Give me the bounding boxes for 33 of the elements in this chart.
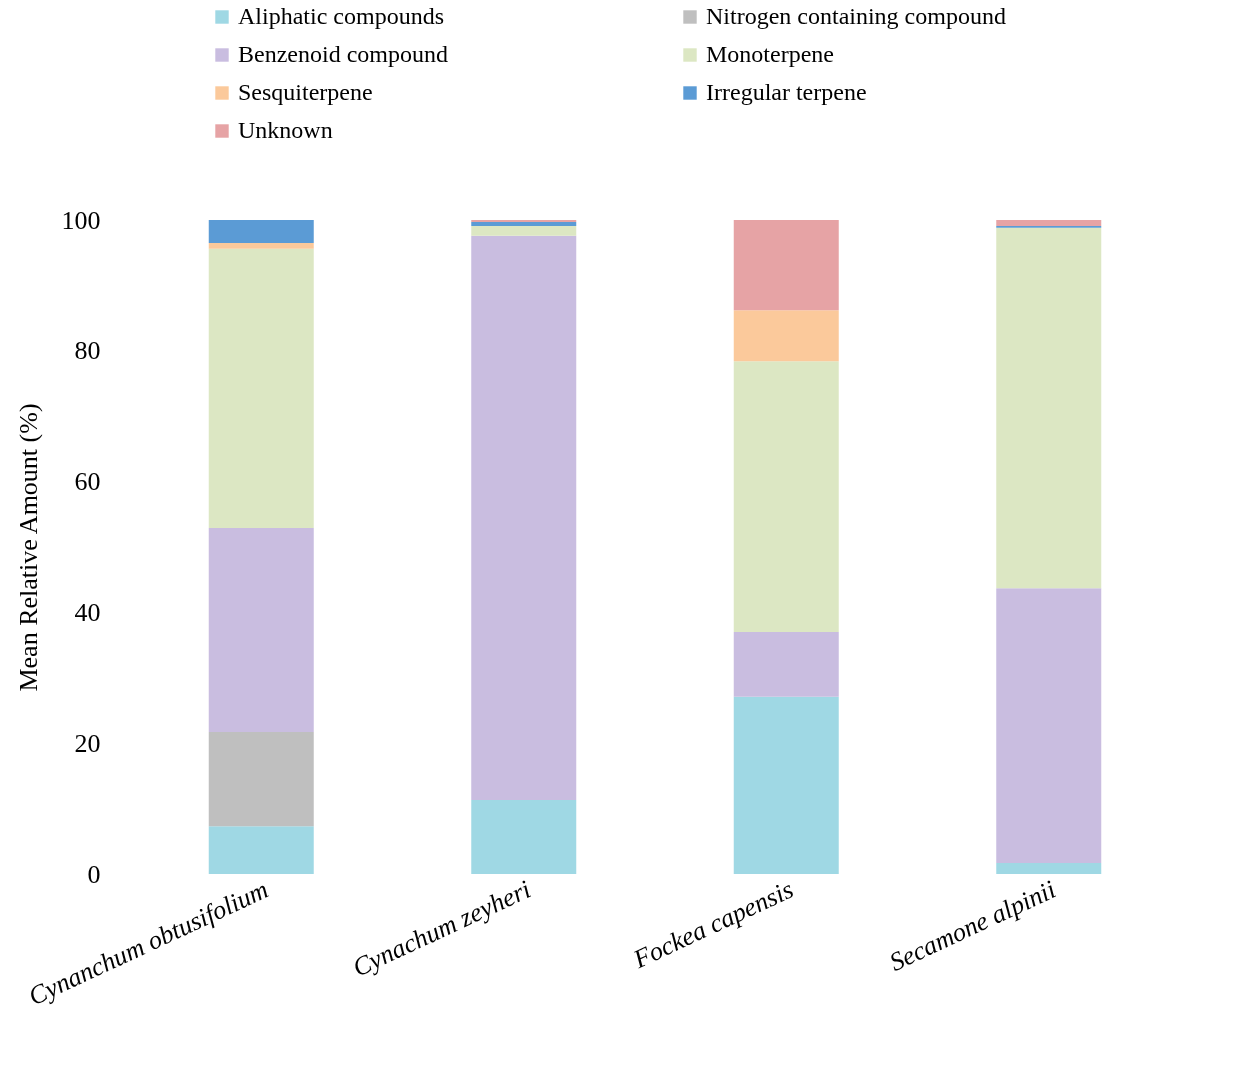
legend-label: Benzenoid compound [238, 41, 448, 67]
bar [208, 528, 314, 733]
legend-label: Aliphatic compounds [238, 3, 444, 29]
bar [733, 632, 839, 697]
legend-label: Irregular terpene [706, 79, 867, 105]
bar [208, 826, 314, 874]
y-tick-label: 80 [74, 336, 101, 366]
bar [733, 361, 839, 633]
bar [733, 310, 839, 362]
bar [471, 800, 577, 874]
bar [996, 220, 1102, 226]
legend-label: Nitrogen containing compound [706, 3, 1006, 29]
bar [996, 862, 1102, 874]
y-tick-label: 40 [74, 597, 101, 627]
bar [208, 242, 314, 249]
bar [733, 220, 839, 311]
bar [471, 235, 577, 801]
bar [208, 220, 314, 243]
legend-label: Unknown [238, 117, 333, 143]
y-tick-label: 100 [61, 205, 101, 235]
y-tick-label: 20 [74, 728, 101, 758]
legend-label: Sesquiterpene [238, 79, 373, 105]
bar [208, 732, 314, 827]
bar [996, 227, 1102, 589]
y-tick-label: 60 [74, 467, 101, 497]
bar [208, 248, 314, 529]
legend-label: Monoterpene [706, 41, 834, 67]
y-tick-label: 0 [87, 859, 101, 889]
bar [996, 588, 1102, 863]
y-axis-title: Mean Relative Amount (%) [13, 403, 43, 692]
bar [471, 225, 577, 236]
bar [733, 696, 839, 874]
bar [471, 221, 577, 226]
